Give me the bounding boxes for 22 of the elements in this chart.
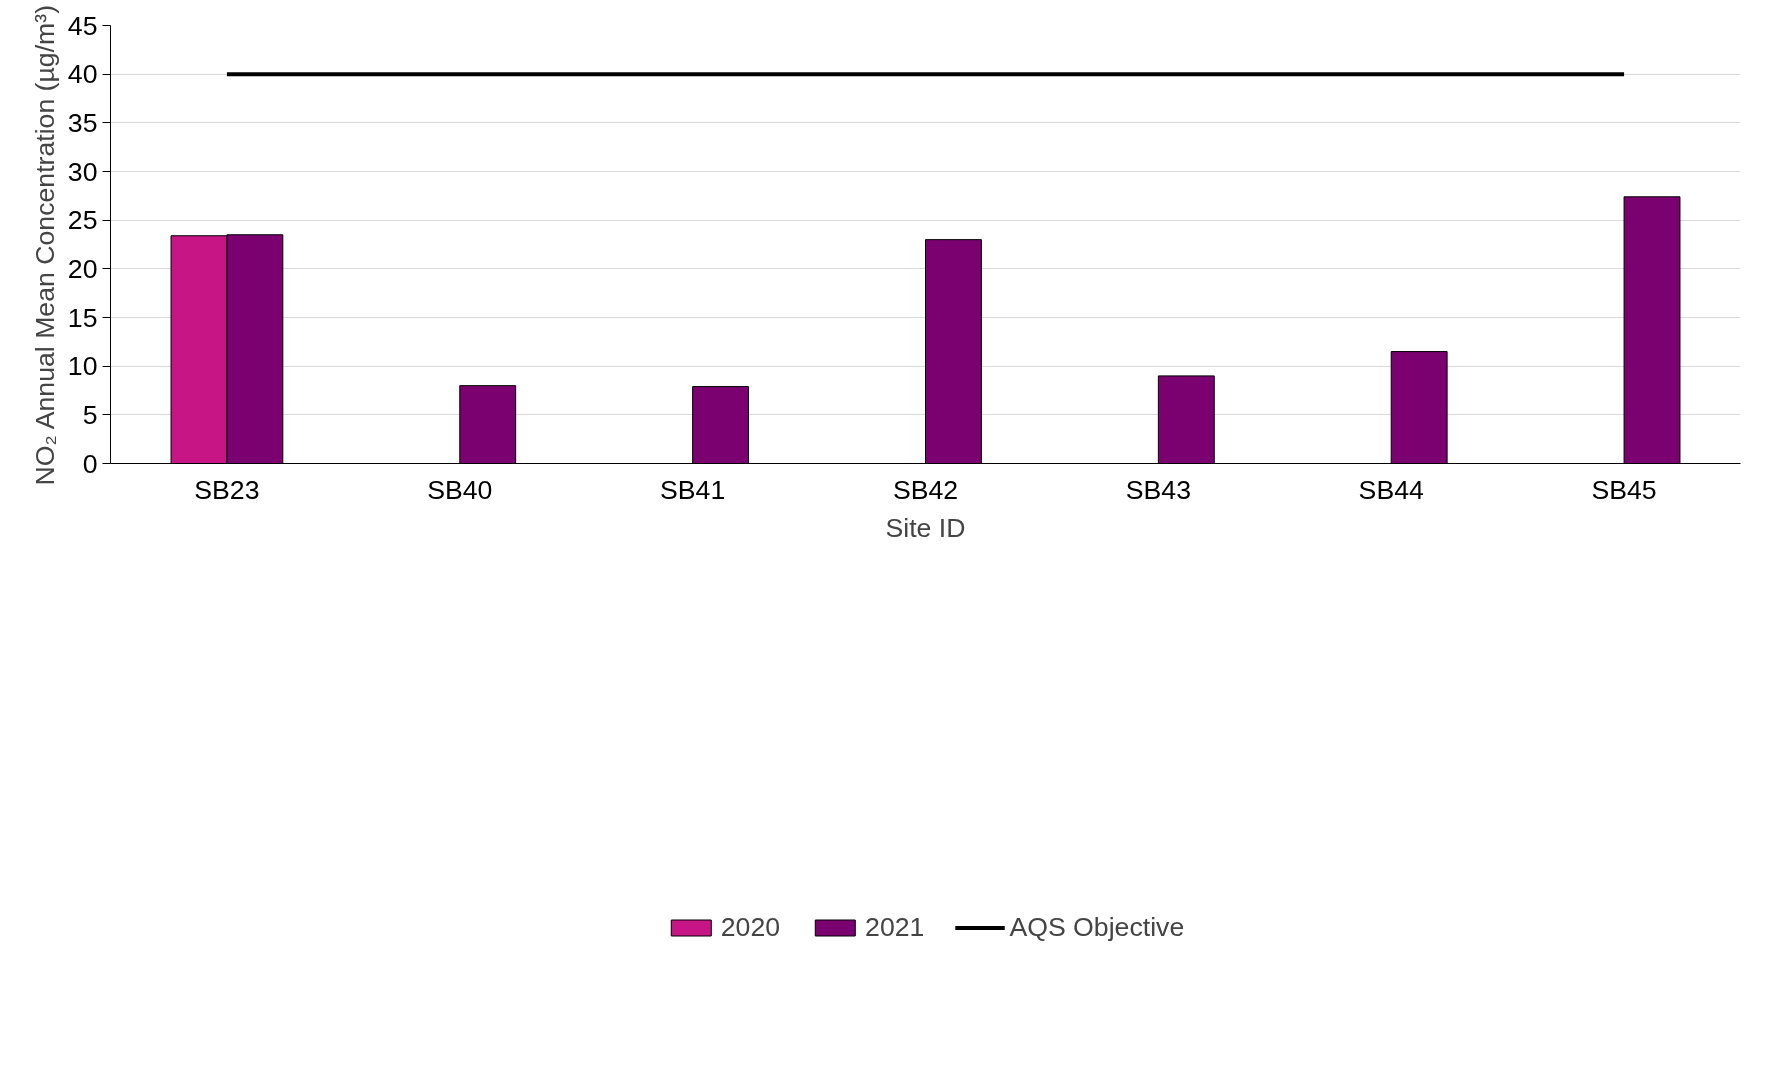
y-tick-label: 25	[67, 205, 98, 236]
legend-label: 2020	[720, 911, 781, 943]
y-axis-title: NO₂ Annual Mean Concentration (µg/m³)	[29, 4, 60, 486]
y-tick-label: 45	[67, 10, 98, 41]
x-tick-label: SB23	[194, 474, 260, 505]
y-tick-label: 20	[67, 253, 98, 284]
y-tick-label: 0	[82, 448, 98, 479]
x-tick-label: SB43	[1125, 474, 1191, 505]
y-tick-label: 40	[67, 59, 98, 90]
x-tick-label: SB44	[1358, 474, 1424, 505]
y-tick-label: 10	[67, 351, 98, 382]
y-tick-label: 5	[82, 399, 98, 430]
x-axis-title: Site ID	[885, 512, 966, 543]
x-tick-label: SB40	[427, 474, 493, 505]
y-tick-label: 15	[67, 302, 98, 333]
legend-label: AQS Objective	[1009, 911, 1185, 943]
legend-label: 2021	[865, 911, 925, 943]
y-tick-label: 30	[67, 156, 98, 187]
y-tick-label: 35	[67, 107, 98, 138]
x-tick-label: SB41	[660, 474, 726, 505]
x-tick-label: SB45	[1591, 474, 1657, 505]
x-tick-label: SB42	[892, 474, 959, 505]
